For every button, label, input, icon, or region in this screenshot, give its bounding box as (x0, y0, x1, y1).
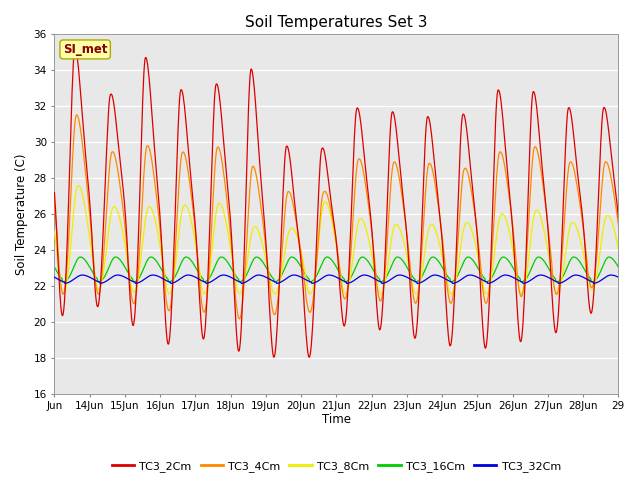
Text: SI_met: SI_met (63, 43, 108, 56)
Title: Soil Temperatures Set 3: Soil Temperatures Set 3 (245, 15, 428, 30)
X-axis label: Time: Time (322, 413, 351, 426)
Legend: TC3_2Cm, TC3_4Cm, TC3_8Cm, TC3_16Cm, TC3_32Cm: TC3_2Cm, TC3_4Cm, TC3_8Cm, TC3_16Cm, TC3… (107, 456, 566, 477)
Y-axis label: Soil Temperature (C): Soil Temperature (C) (15, 153, 28, 275)
